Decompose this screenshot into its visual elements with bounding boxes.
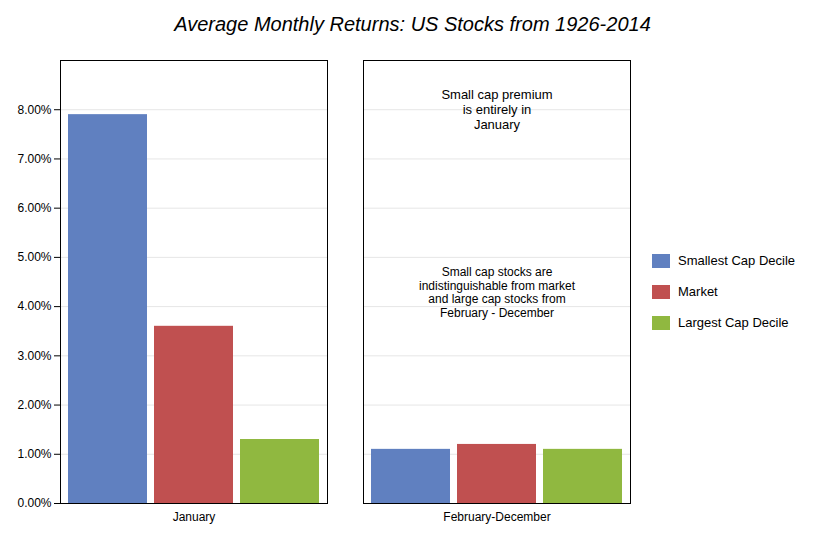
svg-text:January: January bbox=[173, 510, 216, 524]
html-text:Market: Market bbox=[678, 284, 718, 299]
html-text:Smallest Cap Decile: Smallest Cap Decile bbox=[678, 253, 795, 268]
svg-text:4.00%: 4.00% bbox=[17, 299, 51, 313]
html-text:Largest Cap Decile: Largest Cap Decile bbox=[678, 315, 789, 330]
svg-text:1.00%: 1.00% bbox=[17, 447, 51, 461]
svg-text:0.00%: 0.00% bbox=[17, 496, 51, 510]
svg-text:February-December: February-December bbox=[443, 510, 550, 524]
svg-text:8.00%: 8.00% bbox=[17, 103, 51, 117]
svg-text:Small cap stocks areindistingu: Small cap stocks areindistinguishable fr… bbox=[419, 265, 576, 320]
html-text:Average Monthly Returns: US St: Average Monthly Returns: US Stocks from … bbox=[174, 13, 651, 35]
svg-text:6.00%: 6.00% bbox=[17, 201, 51, 215]
svg-text:Small cap premiumis entirely i: Small cap premiumis entirely inJanuary bbox=[441, 87, 552, 132]
svg-text:3.00%: 3.00% bbox=[17, 349, 51, 363]
svg-text:2.00%: 2.00% bbox=[17, 398, 51, 412]
svg-text:7.00%: 7.00% bbox=[17, 152, 51, 166]
svg-text:5.00%: 5.00% bbox=[17, 250, 51, 264]
